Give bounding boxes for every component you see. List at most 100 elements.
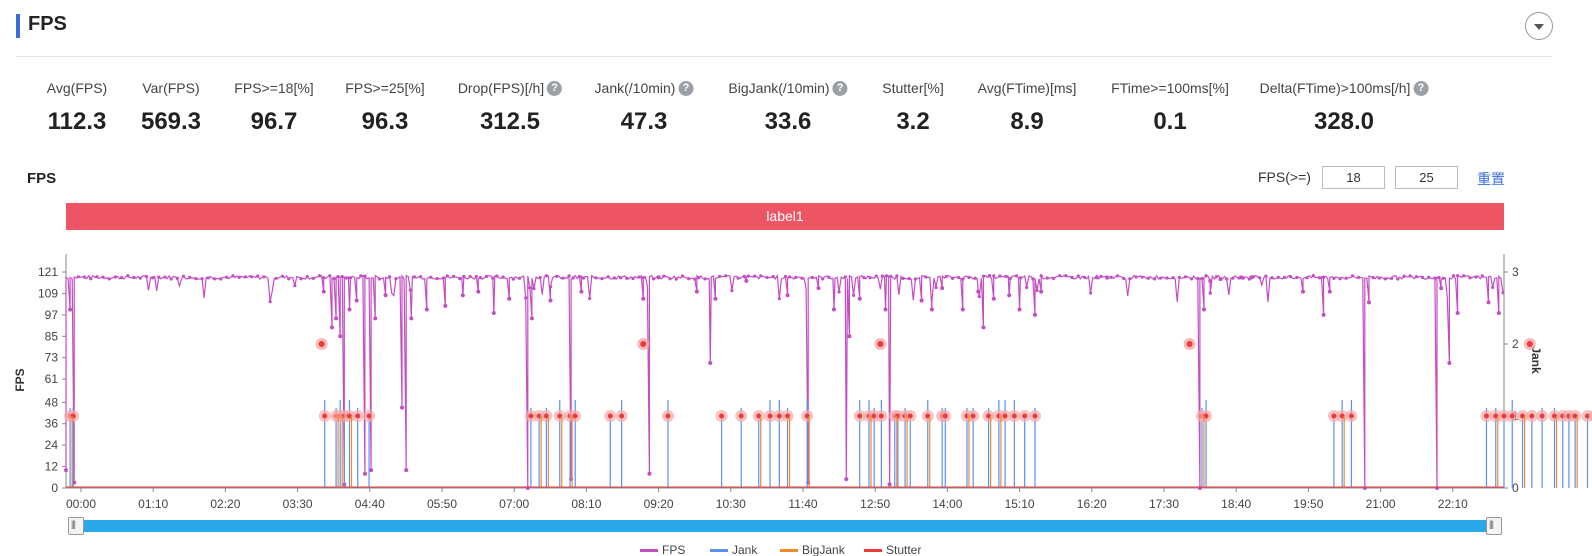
series-fps-point	[1317, 276, 1322, 280]
help-icon[interactable]: ?	[832, 80, 848, 96]
series-fps-point	[1018, 276, 1023, 280]
fps-threshold-input-2[interactable]	[1395, 166, 1458, 189]
series-fps-dip-point	[1447, 361, 1452, 366]
x-tick-label: 17:30	[1149, 497, 1179, 511]
series-fps-point	[328, 274, 332, 278]
legend-label: Stutter	[886, 543, 922, 556]
series-fps-point	[524, 296, 528, 300]
series-fps-point	[528, 286, 532, 290]
series-fps-point	[1058, 274, 1062, 278]
series-fps-point	[889, 274, 893, 279]
y-tick-label: 109	[38, 286, 58, 300]
series-fps-point	[717, 274, 722, 279]
series-fps-point	[973, 276, 977, 280]
series-fps-point	[1035, 288, 1039, 293]
series-fps-point	[336, 275, 340, 279]
series-fps-point	[1408, 274, 1412, 278]
series-fps-point	[1456, 274, 1460, 278]
series-fps-point	[138, 276, 142, 280]
legend-item[interactable]: BigJank	[780, 543, 845, 556]
series-fps-dip-point	[694, 289, 699, 294]
reset-link[interactable]: 重置	[1477, 171, 1505, 187]
series-fps-point	[746, 274, 751, 278]
series-fps-point	[1414, 275, 1418, 279]
metric-7: Stutter[%] 3.2	[882, 70, 943, 136]
series-fps-point	[641, 276, 645, 280]
legend-label: BigJank	[802, 543, 845, 556]
series-fps-point	[1109, 275, 1113, 279]
legend-item[interactable]: Jank	[710, 543, 757, 556]
metric-label-text: FPS>=25[%]	[345, 80, 425, 96]
collapse-chevron-icon[interactable]	[1525, 12, 1553, 40]
help-icon[interactable]: ?	[678, 80, 694, 96]
series-fps-point	[783, 274, 788, 279]
series-fps-point	[1039, 274, 1043, 278]
series-fps-point	[1295, 275, 1299, 279]
x-tick-label: 01:10	[138, 497, 168, 511]
series-fps-point	[517, 276, 522, 280]
fps-chart[interactable]: 012243648617385971091210123FPSJank00:000…	[0, 236, 1592, 518]
x-tick-label: 12:50	[860, 497, 890, 511]
series-fps-point	[262, 275, 266, 279]
series-fps-point	[1451, 274, 1456, 278]
series-fps-point	[1190, 277, 1194, 281]
page-title: FPS	[28, 13, 67, 35]
series-fps-point	[120, 275, 124, 280]
help-icon[interactable]: ?	[1413, 80, 1429, 96]
series-jank-point	[572, 413, 578, 419]
chart-legend: FPS Jank BigJank Stutter	[0, 541, 1592, 556]
legend-item[interactable]: Stutter	[864, 543, 921, 556]
metrics-row: Avg(FPS) 112.3 Var(FPS) 569.3 FPS>=18[%] 96.7…	[0, 70, 1592, 150]
x-tick-label: 22:10	[1438, 497, 1468, 511]
series-fps-point	[800, 276, 804, 280]
series-fps-point	[1196, 276, 1200, 281]
series-fps-point	[1089, 291, 1093, 295]
series-fps-point	[977, 295, 981, 299]
series-fps-dip-point	[529, 316, 534, 321]
series-fps-dip-point	[981, 325, 986, 330]
series-jank-point	[857, 413, 863, 419]
chart-title: FPS	[27, 170, 57, 187]
series-fps-point	[981, 274, 986, 278]
metric-value: 312.5	[479, 108, 541, 135]
series-fps-point	[332, 276, 336, 281]
series-jank-point	[1493, 413, 1499, 419]
series-fps-point	[491, 276, 495, 280]
series-fps-point	[377, 277, 381, 281]
series-fps-point	[340, 275, 344, 279]
series-fps-point	[249, 275, 254, 279]
help-icon[interactable]: ?	[547, 80, 563, 96]
metric-value: 328.0	[1313, 108, 1375, 135]
x-tick-label: 11:40	[788, 497, 817, 511]
series-fps-point	[674, 277, 678, 281]
series-fps-point	[742, 274, 746, 278]
metric-1: Var(FPS) 569.3	[141, 70, 201, 136]
series-jank-point	[70, 413, 76, 419]
series-jank-point	[607, 413, 613, 419]
series-fps-point	[1070, 275, 1074, 280]
series-fps-point	[1332, 276, 1336, 281]
series-jank-point	[1552, 413, 1558, 419]
series-fps-dip-point	[64, 468, 68, 473]
series-fps-point	[1377, 276, 1381, 280]
header-accent-bar	[16, 14, 20, 38]
series-fps-line	[65, 273, 1504, 489]
legend-item[interactable]: FPS	[640, 543, 685, 556]
x-tick-label: 02:20	[210, 497, 240, 511]
zoom-slider-handle-right[interactable]	[1486, 517, 1502, 535]
series-fps-point	[697, 276, 701, 280]
series-fps-point	[212, 277, 217, 281]
series-fps-point	[1208, 291, 1212, 295]
y-tick-label: 48	[45, 395, 59, 409]
series-fps-point	[126, 274, 130, 278]
series-fps-point	[1183, 275, 1188, 279]
label-band[interactable]: label1	[66, 203, 1504, 230]
series-jank-point	[1529, 413, 1535, 419]
zoom-slider-track[interactable]	[72, 520, 1496, 532]
series-fps-dip-point	[1455, 311, 1460, 316]
metric-label: Drop(FPS)[/h]?	[457, 70, 563, 106]
series-jank-point	[346, 413, 352, 419]
fps-threshold-input-1[interactable]	[1322, 166, 1385, 189]
zoom-slider-handle-left[interactable]	[68, 517, 84, 535]
metric-label-text: Drop(FPS)[/h]	[457, 80, 545, 96]
